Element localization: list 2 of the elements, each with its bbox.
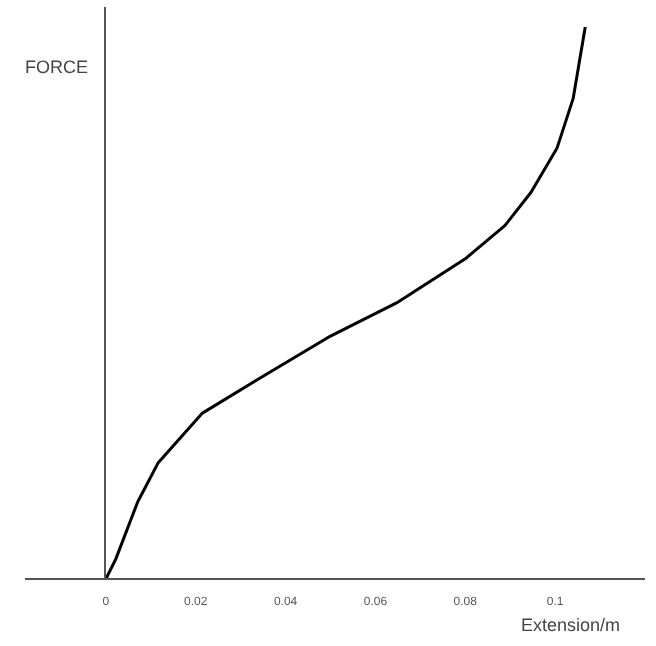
x-axis-title: Extension/m bbox=[521, 615, 621, 635]
y-axis-title: FORCE bbox=[25, 57, 88, 77]
